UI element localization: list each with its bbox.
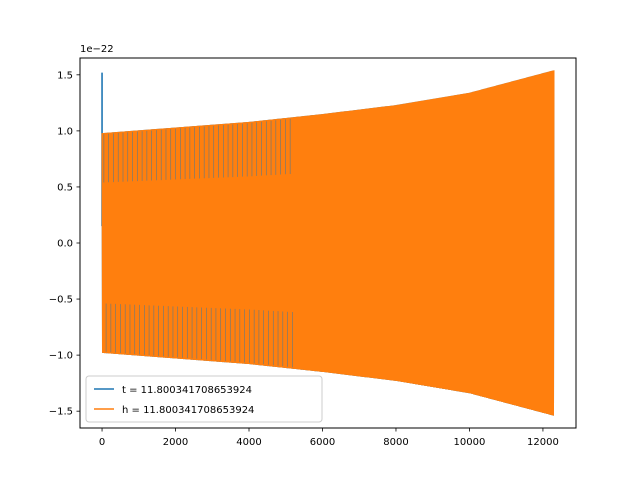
series-t-streaks [103,118,293,368]
legend: t = 11.800341708653924 h = 11.80034170865… [85,375,323,423]
x-tick-label: 8000 [383,437,408,448]
series-line [101,70,555,416]
series-layer [101,70,555,416]
x-tick-label: 2000 [163,437,188,448]
legend-label: h = 11.800341708653924 [122,405,254,416]
legend-label: t = 11.800341708653924 [122,385,252,396]
y-scale-label: 1e−22 [80,44,114,55]
y-tick-label: −1.5 [49,407,73,418]
y-tick-label: −1.0 [49,351,73,362]
x-axis: 0 2000 4000 6000 8000 10000 12000 [99,428,559,448]
y-tick-label: −0.5 [49,295,73,306]
legend-box [85,375,323,423]
y-tick-label: 0.0 [57,239,73,250]
x-tick-label: 10000 [454,437,486,448]
y-tick-label: 1.5 [57,70,73,81]
series-h [101,70,555,416]
x-tick-label: 12000 [527,437,559,448]
y-tick-label: 1.0 [57,126,73,137]
y-axis: 1.5 1.0 0.5 0.0 −0.5 −1.0 −1.5 [49,70,80,418]
x-tick-label: 4000 [236,437,261,448]
x-tick-label: 6000 [310,437,335,448]
x-tick-label: 0 [99,437,105,448]
y-tick-label: 0.5 [57,182,73,193]
